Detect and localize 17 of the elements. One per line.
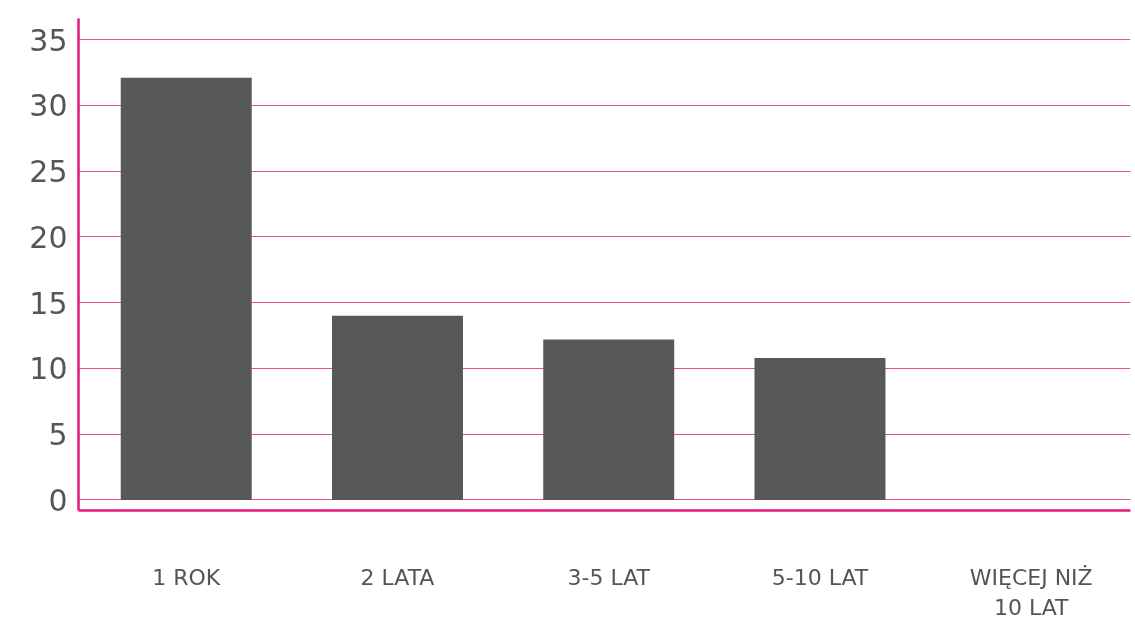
x-tick-label: 5-10 LAT bbox=[771, 564, 869, 590]
bar bbox=[754, 357, 886, 500]
y-tick-label: 20 bbox=[29, 219, 68, 255]
x-tick-label: 3-5 LAT bbox=[567, 564, 651, 590]
y-tick-label: 10 bbox=[29, 351, 68, 387]
y-tick-label: 30 bbox=[29, 88, 68, 124]
y-tick-label: 0 bbox=[48, 482, 68, 518]
bar bbox=[331, 315, 463, 500]
y-tick-label: 5 bbox=[48, 417, 68, 453]
y-tick-label: 15 bbox=[29, 285, 68, 321]
x-tick-label: 2 LATA bbox=[360, 564, 435, 590]
y-tick-label: 35 bbox=[29, 22, 68, 58]
bar bbox=[120, 77, 252, 500]
bar bbox=[543, 339, 675, 500]
x-tick-label: 1 ROK bbox=[152, 564, 221, 590]
x-tick-label: WIĘCEJ NIŻ 10 LAT bbox=[969, 564, 1093, 620]
y-tick-label: 25 bbox=[29, 154, 68, 190]
